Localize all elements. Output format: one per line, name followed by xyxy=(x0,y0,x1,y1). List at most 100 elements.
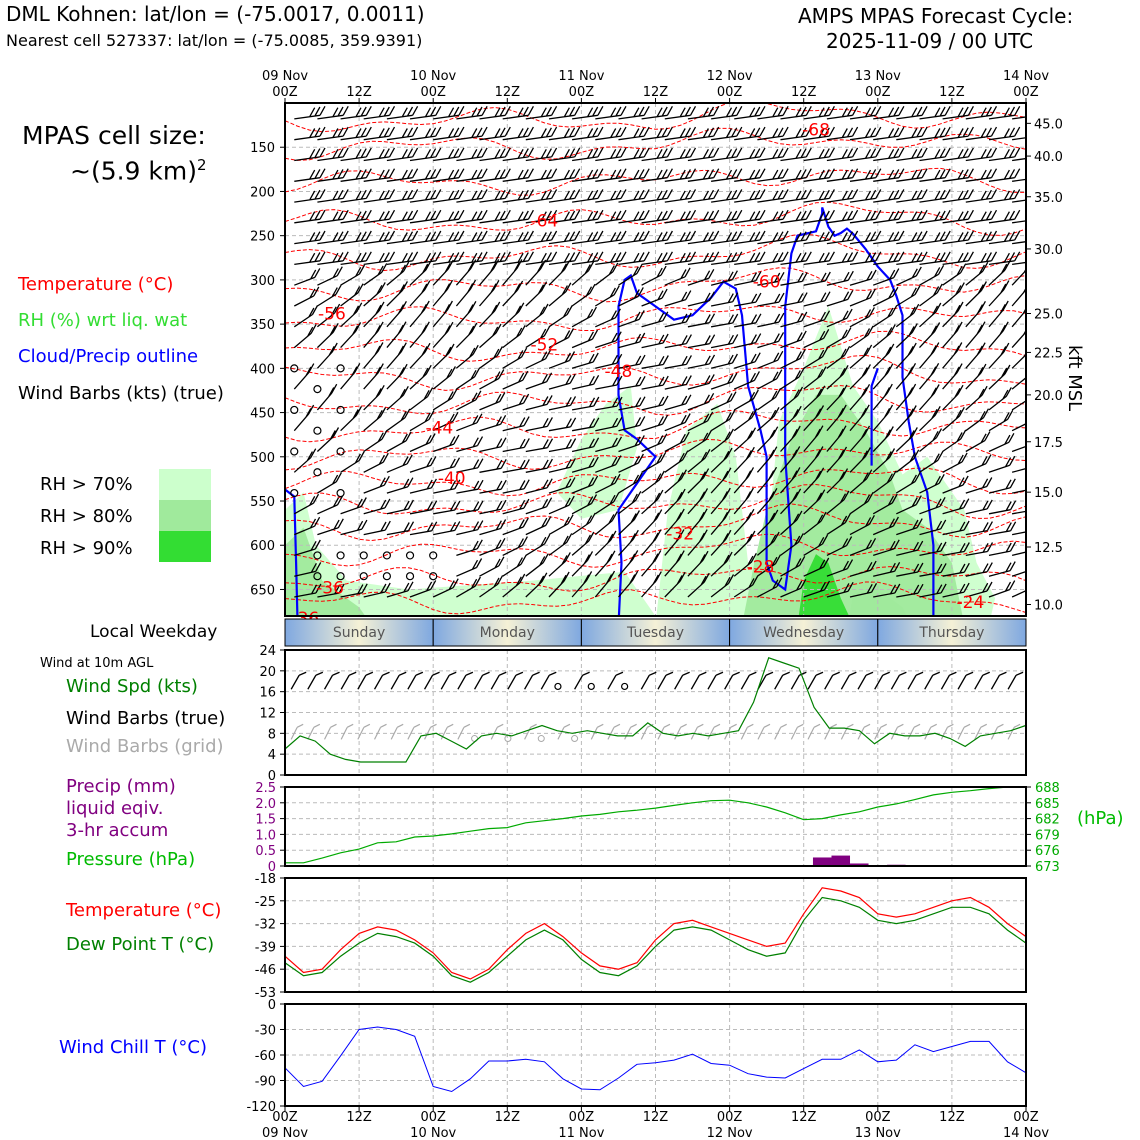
wind-barb xyxy=(386,281,408,307)
bottom-hour-label: 12Z xyxy=(643,1110,669,1125)
wind-barb xyxy=(942,147,974,162)
wind-barb xyxy=(919,496,946,515)
bottom-date-label: 10 Nov xyxy=(410,1126,456,1140)
wind-barb xyxy=(641,433,668,453)
grid-wind-barb xyxy=(440,723,454,740)
wind-barb xyxy=(456,105,488,120)
wind-barb xyxy=(965,408,990,432)
wind-barb xyxy=(988,280,1010,307)
wind-barb xyxy=(849,425,871,452)
wind-barb xyxy=(525,478,553,494)
wind-barb xyxy=(409,189,442,203)
wind-barb xyxy=(317,284,342,307)
y-tick-label: 0 xyxy=(268,860,276,875)
wind-barb xyxy=(803,147,835,162)
wind-barb xyxy=(687,268,715,286)
wind-barb xyxy=(525,553,549,577)
true-wind-barb xyxy=(940,671,957,690)
true-wind-barb xyxy=(357,671,374,690)
temperature-contour xyxy=(285,409,1026,443)
wind-barb xyxy=(803,230,835,245)
wind-barb xyxy=(757,350,784,369)
wind-barb xyxy=(803,511,827,536)
wind-barb xyxy=(919,450,944,473)
calm-wind-marker xyxy=(336,551,345,560)
wind-barb xyxy=(687,251,720,266)
bottom-hour-label: 00Z xyxy=(865,1110,891,1125)
y-tick-label: -30 xyxy=(255,1024,276,1039)
wind-barb xyxy=(757,554,782,577)
calm-wind-marker xyxy=(313,426,322,435)
wind-barb xyxy=(479,392,506,411)
wind-barb xyxy=(502,416,530,432)
top-hour-label: 00Z xyxy=(569,85,595,100)
wind-barb xyxy=(687,209,720,224)
wind-barb xyxy=(942,429,967,453)
wind-barb xyxy=(942,452,968,473)
wind-barb xyxy=(455,259,477,286)
grid-calm-marker xyxy=(571,735,579,743)
wind-barb xyxy=(386,168,419,182)
local-weekday-label: Local Weekday xyxy=(90,622,218,642)
wind-barb xyxy=(548,477,576,494)
cloud-outline-segment xyxy=(285,488,299,616)
wind-barb xyxy=(409,230,442,245)
true-wind-barb xyxy=(290,671,307,690)
wind-barb xyxy=(548,328,575,349)
wind-barb xyxy=(988,387,1012,411)
wind-barb xyxy=(826,581,854,598)
wind-barb xyxy=(664,488,686,515)
wind-barb xyxy=(409,433,436,453)
wind-barb xyxy=(664,251,697,266)
wind-barb xyxy=(502,230,534,245)
wind-barb xyxy=(895,323,918,349)
wind-barb xyxy=(849,537,877,557)
wind-barb xyxy=(479,105,511,120)
wind-barb xyxy=(710,508,731,536)
wind-barb xyxy=(502,259,523,286)
wind-barb xyxy=(641,147,673,162)
wind-barb xyxy=(965,209,998,224)
wind-barb xyxy=(571,494,598,515)
wind-barb xyxy=(525,572,548,598)
calm-wind-marker xyxy=(313,468,322,477)
y-tick-label: -39 xyxy=(255,940,276,955)
wind-barb xyxy=(363,282,386,307)
wind-barb xyxy=(432,279,454,307)
wind-barb xyxy=(1011,489,1026,494)
precip-panel-frame xyxy=(284,786,1027,867)
wind-barb xyxy=(849,307,875,328)
wind-barb xyxy=(502,324,526,349)
wind-barb xyxy=(340,230,372,245)
wind-barb xyxy=(294,251,326,266)
wind-barb xyxy=(386,300,407,328)
y-tick-label: 8 xyxy=(268,727,276,742)
wind-barb xyxy=(502,280,524,307)
wind-barb xyxy=(618,472,643,494)
top-date-label: 12 Nov xyxy=(707,69,753,84)
wind-barb xyxy=(780,147,812,162)
wind-barb xyxy=(757,369,783,390)
wind-barb xyxy=(456,500,484,515)
wind-barb xyxy=(687,448,711,473)
wind-barb xyxy=(734,292,762,307)
legend-cloud-outline: Cloud/Precip outline xyxy=(18,346,199,367)
wind-barb xyxy=(710,313,739,328)
wind-barb xyxy=(479,251,511,266)
pressure-tick-label: 200 xyxy=(250,185,275,200)
wind-barb xyxy=(965,363,987,390)
wind-barb xyxy=(756,466,778,494)
wind-barb xyxy=(873,126,905,141)
precip-bar xyxy=(831,855,851,866)
temperature-contour-label: -64 xyxy=(530,212,558,232)
wind-barb xyxy=(734,189,766,203)
wind-barb xyxy=(711,251,743,266)
wind-barb xyxy=(803,271,831,286)
y-tick-label: -32 xyxy=(255,918,276,933)
wind-barb xyxy=(733,467,755,494)
wind-barb xyxy=(641,470,665,494)
top-hour-label: 00Z xyxy=(717,85,743,100)
wind-barb xyxy=(664,431,690,453)
wind-barb xyxy=(618,126,650,141)
pressure-tick-label: 679 xyxy=(1035,828,1060,843)
